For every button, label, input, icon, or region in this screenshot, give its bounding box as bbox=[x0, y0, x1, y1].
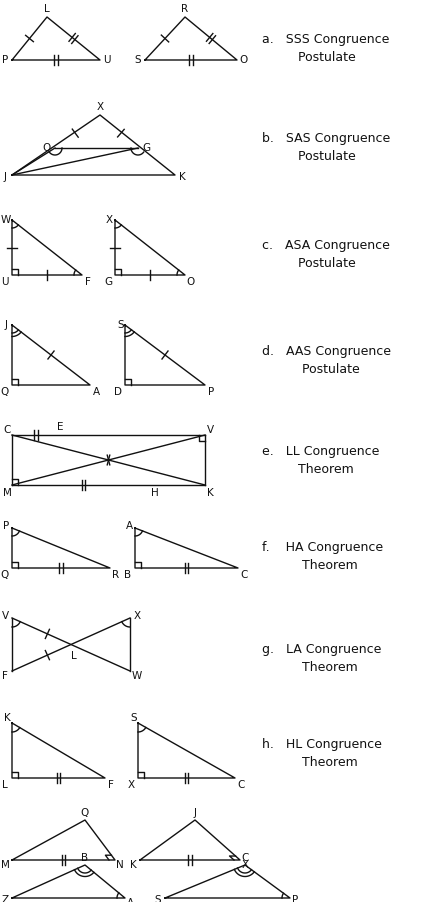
Text: Z: Z bbox=[1, 895, 9, 902]
Text: P: P bbox=[3, 521, 9, 531]
Text: b.   SAS Congruence
         Postulate: b. SAS Congruence Postulate bbox=[262, 133, 390, 163]
Text: P: P bbox=[2, 55, 8, 65]
Text: X: X bbox=[96, 102, 104, 112]
Text: X: X bbox=[241, 860, 249, 870]
Text: K: K bbox=[130, 860, 137, 870]
Text: S: S bbox=[155, 895, 161, 902]
Text: B: B bbox=[125, 570, 131, 580]
Text: F: F bbox=[2, 671, 8, 681]
Text: B: B bbox=[81, 853, 89, 863]
Text: M: M bbox=[0, 860, 9, 870]
Text: Q: Q bbox=[1, 570, 9, 580]
Text: C: C bbox=[241, 853, 249, 863]
Text: F: F bbox=[108, 780, 114, 790]
Text: S: S bbox=[135, 55, 141, 65]
Text: A: A bbox=[92, 387, 100, 397]
Text: P: P bbox=[208, 387, 214, 397]
Text: h.   HL Congruence
          Theorem: h. HL Congruence Theorem bbox=[262, 738, 382, 769]
Text: K: K bbox=[3, 713, 10, 723]
Text: N: N bbox=[116, 860, 124, 870]
Text: L: L bbox=[71, 651, 77, 661]
Text: Q: Q bbox=[1, 387, 9, 397]
Text: M: M bbox=[3, 488, 12, 498]
Text: U: U bbox=[103, 55, 111, 65]
Text: L: L bbox=[2, 780, 8, 790]
Text: G: G bbox=[142, 143, 150, 153]
Text: Q: Q bbox=[81, 808, 89, 818]
Text: C: C bbox=[240, 570, 248, 580]
Text: W: W bbox=[1, 215, 11, 225]
Text: g.   LA Congruence
          Theorem: g. LA Congruence Theorem bbox=[262, 643, 381, 674]
Text: d.   AAS Congruence
          Postulate: d. AAS Congruence Postulate bbox=[262, 345, 391, 376]
Text: O: O bbox=[240, 55, 248, 65]
Text: X: X bbox=[105, 215, 113, 225]
Text: c.   ASA Congruence
         Postulate: c. ASA Congruence Postulate bbox=[262, 239, 390, 270]
Text: a.   SSS Congruence
         Postulate: a. SSS Congruence Postulate bbox=[262, 33, 389, 64]
Text: C: C bbox=[3, 425, 11, 435]
Text: J: J bbox=[193, 808, 196, 818]
Text: e.   LL Congruence
         Theorem: e. LL Congruence Theorem bbox=[262, 445, 379, 475]
Text: J: J bbox=[5, 320, 8, 330]
Text: O: O bbox=[187, 277, 195, 287]
Text: A: A bbox=[125, 521, 133, 531]
Text: D: D bbox=[114, 387, 122, 397]
Text: f.    HA Congruence
          Theorem: f. HA Congruence Theorem bbox=[262, 541, 383, 572]
Text: K: K bbox=[207, 488, 214, 498]
Text: R: R bbox=[181, 4, 189, 14]
Text: X: X bbox=[128, 780, 134, 790]
Text: V: V bbox=[1, 611, 9, 621]
Text: L: L bbox=[44, 4, 50, 14]
Text: P: P bbox=[292, 895, 298, 902]
Text: G: G bbox=[104, 277, 112, 287]
Text: S: S bbox=[131, 713, 137, 723]
Text: J: J bbox=[3, 172, 6, 182]
Text: U: U bbox=[1, 277, 9, 287]
Text: A: A bbox=[126, 898, 134, 902]
Text: K: K bbox=[178, 172, 185, 182]
Text: W: W bbox=[132, 671, 142, 681]
Text: S: S bbox=[118, 320, 124, 330]
Text: F: F bbox=[85, 277, 91, 287]
Text: O: O bbox=[43, 143, 51, 153]
Text: X: X bbox=[134, 611, 140, 621]
Text: C: C bbox=[237, 780, 245, 790]
Text: R: R bbox=[113, 570, 119, 580]
Text: H: H bbox=[151, 488, 159, 498]
Text: V: V bbox=[206, 425, 214, 435]
Text: E: E bbox=[57, 422, 63, 432]
